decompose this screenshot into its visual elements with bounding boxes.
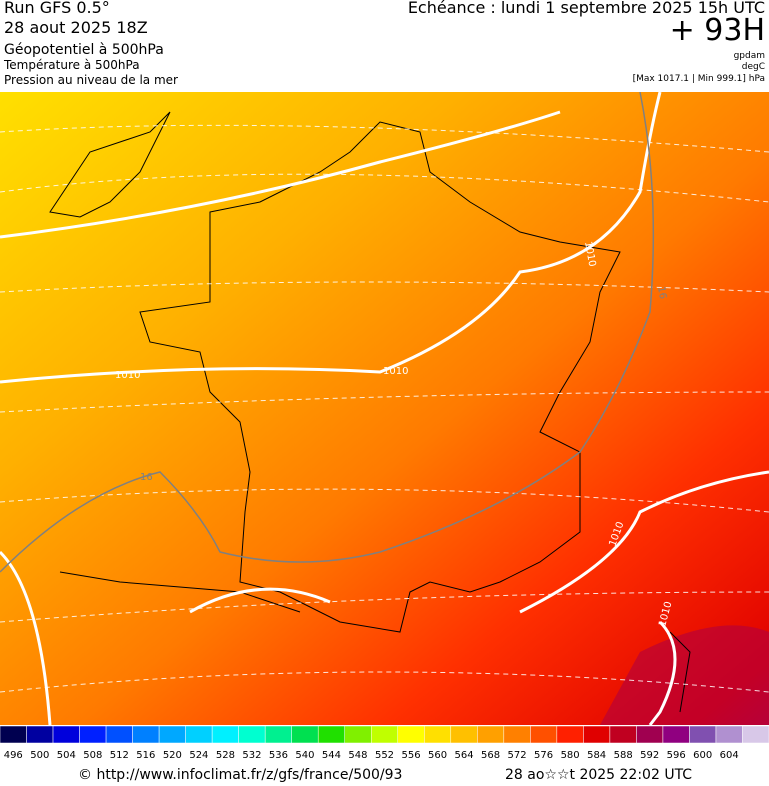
colorbar-swatch bbox=[185, 725, 213, 744]
colorbar-swatch bbox=[211, 725, 239, 744]
field bbox=[0, 92, 769, 725]
isotherms bbox=[0, 92, 655, 573]
isobars bbox=[0, 92, 769, 725]
colorbar-swatch bbox=[291, 725, 319, 744]
colorbar-swatch bbox=[689, 725, 717, 744]
colorbar-swatch bbox=[530, 725, 558, 744]
map: 1010 1010 1010 1010 1010 16 16 bbox=[0, 92, 769, 725]
colorbar-label: 572 bbox=[508, 750, 527, 761]
colorbar-swatch bbox=[662, 725, 690, 744]
colorbar-swatch bbox=[503, 725, 531, 744]
colorbar-label: 524 bbox=[189, 750, 208, 761]
timestamp: 28 ao☆☆t 2025 22:02 UTC bbox=[505, 767, 693, 783]
colorbar-label: 504 bbox=[57, 750, 76, 761]
colorbar-label: 568 bbox=[481, 750, 500, 761]
field-band bbox=[600, 625, 769, 725]
colorbar-swatch bbox=[158, 725, 186, 744]
colorbar-swatch bbox=[556, 725, 584, 744]
unit: degC bbox=[741, 62, 765, 72]
unit: gpdam bbox=[733, 51, 765, 61]
colorbar-swatch bbox=[238, 725, 266, 744]
contour-label: 1010 bbox=[582, 241, 597, 268]
layer: Température à 500hPa bbox=[4, 58, 140, 72]
colorbar-swatch bbox=[636, 725, 664, 744]
colorbar-label: 508 bbox=[83, 750, 102, 761]
colorbar-label: 600 bbox=[693, 750, 712, 761]
colorbar-label: 512 bbox=[110, 750, 129, 761]
echeance: Echéance : lundi 1 septembre 2025 15h UT… bbox=[407, 0, 765, 17]
colorbar-swatch bbox=[26, 725, 54, 744]
colorbar-label: 500 bbox=[30, 750, 49, 761]
layer: Géopotentiel à 500hPa bbox=[4, 42, 164, 58]
colorbar-swatch bbox=[715, 725, 743, 744]
colorbar-swatch bbox=[397, 725, 425, 744]
colorbar-swatch bbox=[79, 725, 107, 744]
colorbar-label: 592 bbox=[640, 750, 659, 761]
colorbar-label: 520 bbox=[163, 750, 182, 761]
colorbar-label: 548 bbox=[348, 750, 367, 761]
coastlines bbox=[49, 111, 691, 713]
colorbar-swatch bbox=[742, 725, 769, 744]
colorbar-swatch bbox=[52, 725, 80, 744]
colorbar-swatch bbox=[370, 725, 399, 744]
colorbar-label: 596 bbox=[667, 750, 686, 761]
colorbar-label: 584 bbox=[587, 750, 606, 761]
colorbar-swatch bbox=[264, 725, 292, 744]
colorbar: 496 500 504 508 512 516 520 524 528 532 536 540 544 5… bbox=[0, 725, 769, 761]
colorbar-label: 516 bbox=[136, 750, 155, 761]
contour-label: 1010 bbox=[115, 370, 140, 381]
colorbar-swatch bbox=[424, 725, 452, 744]
colorbar-swatch bbox=[317, 725, 345, 744]
colorbar-label: 580 bbox=[561, 750, 580, 761]
colorbar-label: 564 bbox=[455, 750, 474, 761]
colorbar-label: 560 bbox=[428, 750, 447, 761]
colorbar-swatch bbox=[105, 725, 133, 744]
contour-label: 1010 bbox=[383, 366, 408, 377]
contour-label: 16 bbox=[140, 472, 153, 483]
colorbar-label: 540 bbox=[295, 750, 314, 761]
colorbar-label: 532 bbox=[242, 750, 261, 761]
temperature-lines bbox=[0, 124, 769, 693]
colorbar-swatch bbox=[477, 725, 505, 744]
colorbar-swatch bbox=[450, 725, 478, 744]
source-url: © http://www.infoclimat.fr/z/gfs/france/… bbox=[78, 767, 403, 783]
colorbar-label: 528 bbox=[216, 750, 235, 761]
colorbar-label: 544 bbox=[322, 750, 341, 761]
offset: + 93H bbox=[669, 13, 765, 48]
colorbar-swatch bbox=[132, 725, 160, 744]
run: Run GFS 0.5° bbox=[4, 0, 110, 17]
contour-label: 16 bbox=[655, 286, 668, 300]
colorbar-swatch bbox=[344, 725, 372, 744]
colorbar-label: 604 bbox=[720, 750, 739, 761]
colorbar-label: 552 bbox=[375, 750, 394, 761]
colorbar-swatch bbox=[583, 725, 611, 744]
colorbar-label: 536 bbox=[269, 750, 288, 761]
colorbar-label: 496 bbox=[4, 750, 23, 761]
run-date: 28 aout 2025 18Z bbox=[4, 18, 148, 37]
colorbar-label: 556 bbox=[401, 750, 420, 761]
colorbar-swatch bbox=[609, 725, 637, 744]
layer: Pression au niveau de la mer bbox=[4, 73, 178, 87]
colorbar-swatch bbox=[0, 725, 27, 744]
colorbar-label: 588 bbox=[614, 750, 633, 761]
colorbar-label: 576 bbox=[534, 750, 553, 761]
unit: [Max 1017.1 | Min 999.1] hPa bbox=[632, 74, 765, 84]
